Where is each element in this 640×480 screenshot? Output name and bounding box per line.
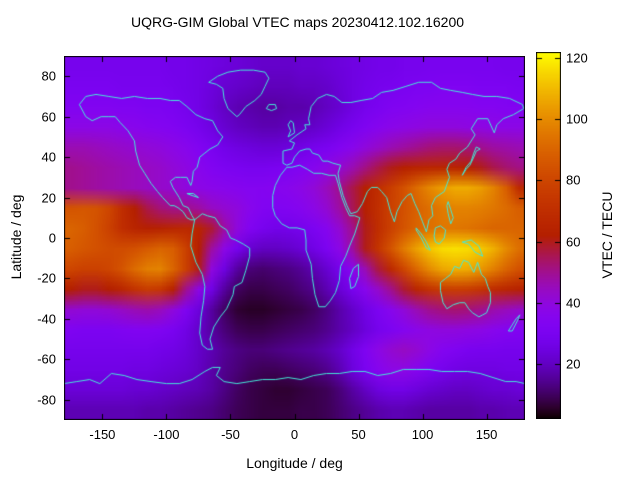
x-tick-label: 0 — [290, 427, 299, 442]
colorbar-canvas — [536, 52, 561, 419]
colorbar-tick-label: 120 — [566, 50, 588, 66]
x-tick-label: -50 — [221, 427, 240, 442]
colorbar-tick-label: 60 — [566, 234, 581, 250]
y-tick-label: -80 — [37, 392, 56, 408]
x-tick-label: 100 — [411, 427, 434, 442]
x-tick-label: 150 — [475, 427, 498, 442]
y-tick-label: 0 — [48, 230, 56, 246]
colorbar-tick-label: 40 — [566, 295, 581, 311]
colorbar-tick-label: 80 — [566, 172, 581, 188]
y-tick-label: -20 — [37, 270, 56, 286]
x-tick-label: -100 — [153, 427, 180, 442]
chart-title: UQRG-GIM Global VTEC maps 20230412.102.1… — [130, 14, 465, 30]
x-tick-label: 50 — [351, 427, 366, 442]
y-tick-label: 80 — [41, 68, 56, 84]
x-axis-title: Longitude / deg — [246, 455, 343, 471]
y-tick-label: -40 — [37, 311, 56, 327]
x-tick-label: -150 — [89, 427, 116, 442]
y-tick-label: -60 — [37, 351, 56, 367]
colorbar-title: VTEC / TECU — [599, 191, 615, 279]
colorbar-tick-label: 100 — [566, 111, 588, 127]
y-tick-label: 60 — [41, 109, 56, 125]
y-tick-label: 20 — [41, 190, 56, 206]
vtec-heatmap-canvas — [64, 56, 525, 420]
colorbar-tick-label: 20 — [566, 356, 581, 372]
y-tick-label: 40 — [41, 149, 56, 165]
